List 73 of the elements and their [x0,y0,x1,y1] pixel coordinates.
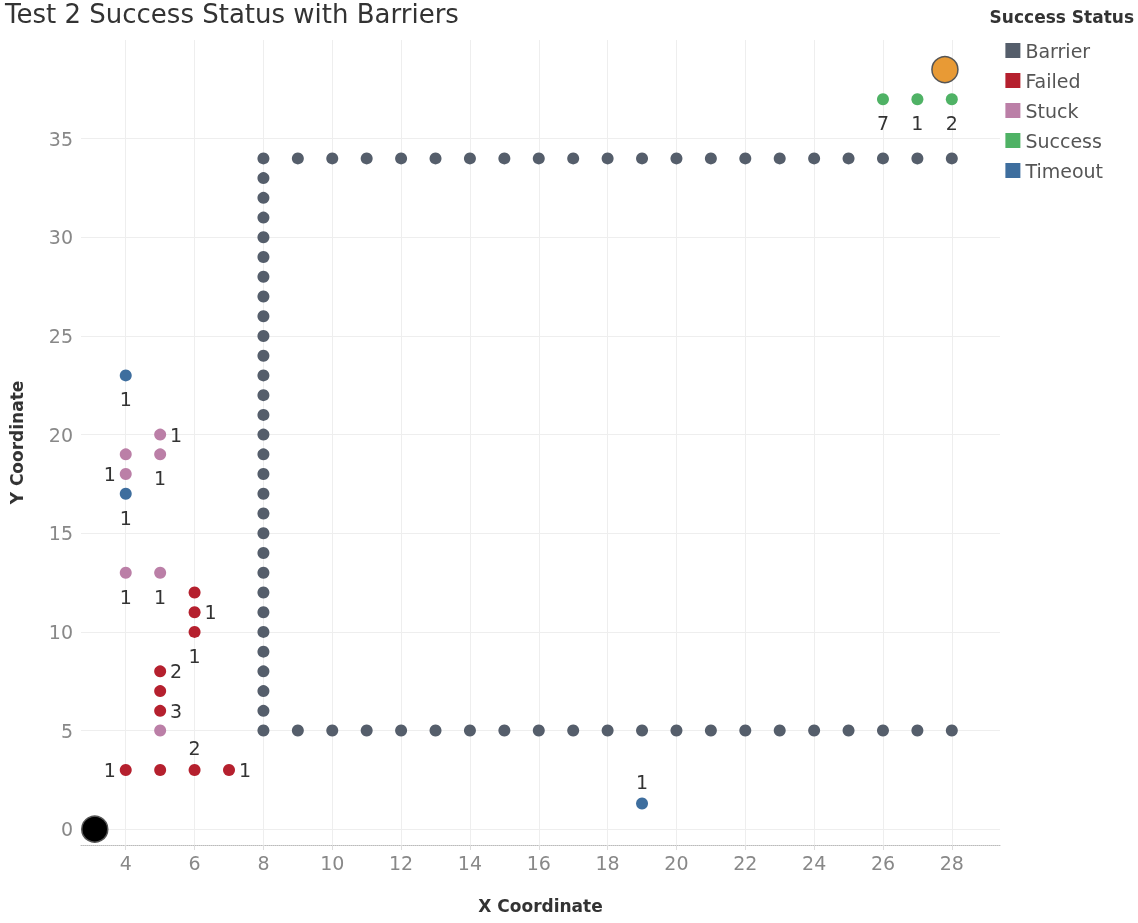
annotation: 1 [204,601,217,624]
point [876,93,889,106]
annotation: 1 [119,388,132,411]
legend-label: Timeout [1024,159,1104,182]
y-tick-label: 25 [48,324,73,347]
x-tick-label: 8 [257,851,270,874]
point [119,566,132,579]
point [911,93,924,106]
point [119,764,132,777]
point [636,797,649,810]
point [154,724,167,737]
point [188,625,201,638]
point [931,55,959,84]
y-tick-label: 35 [48,127,73,150]
point [119,468,132,481]
annotation: 1 [154,467,167,490]
annotation: 2 [170,660,183,683]
annotation: 1 [188,644,201,667]
point [154,704,167,717]
point [223,764,235,777]
annotation: 1 [635,770,649,793]
x-tick-label: 20 [664,851,689,874]
annotation: 2 [945,112,958,135]
point [154,764,167,777]
x-tick-label: 14 [457,851,483,874]
point [119,369,132,382]
point [119,448,132,461]
x-tick-label: 18 [595,851,620,874]
annotation: 7 [876,112,890,135]
legend-label: Stuck [1025,99,1079,122]
point [81,815,109,843]
annotation: 1 [911,112,924,135]
y-tick-label: 20 [48,423,73,446]
x-axis-title: X Coordinate [478,895,603,916]
x-tick-label: 26 [870,851,896,874]
point [154,566,167,579]
annotation: 1 [154,585,167,608]
y-tick-label: 15 [48,522,73,545]
point [154,665,167,678]
x-tick-label: 12 [389,851,414,874]
point [154,448,167,461]
annotation: 1 [103,759,116,782]
point [945,93,958,106]
legend-label: Barrier [1025,39,1091,62]
annotation: 1 [238,759,252,782]
chart-title: Test 2 Success Status with Barriers [4,0,459,29]
annotation: 1 [170,423,183,446]
point [154,428,167,441]
x-tick-label: 24 [802,851,827,874]
y-axis-title: Y Coordinate [6,380,27,506]
annotation: 3 [170,699,183,722]
point [188,606,201,619]
x-tick-label: 22 [733,851,758,874]
annotation: 1 [103,463,116,486]
x-tick-label: 16 [526,851,551,874]
x-tick-label: 4 [119,851,132,874]
y-tick-label: 10 [48,620,73,643]
annotation: 2 [188,737,201,760]
x-tick-label: 6 [188,851,201,874]
legend-title: Success Status [989,6,1135,27]
x-tick-label: 28 [939,851,964,874]
legend-label: Failed [1025,69,1081,92]
y-tick-label: 0 [60,818,73,841]
point [154,685,167,698]
annotation: 1 [119,585,132,608]
point [119,487,132,500]
y-tick-label: 30 [48,226,73,249]
point [188,586,201,599]
annotation: 1 [119,506,132,529]
y-tick-label: 5 [60,719,73,742]
x-tick-label: 10 [320,851,345,874]
point [188,764,201,777]
legend-label: Success [1025,129,1102,152]
